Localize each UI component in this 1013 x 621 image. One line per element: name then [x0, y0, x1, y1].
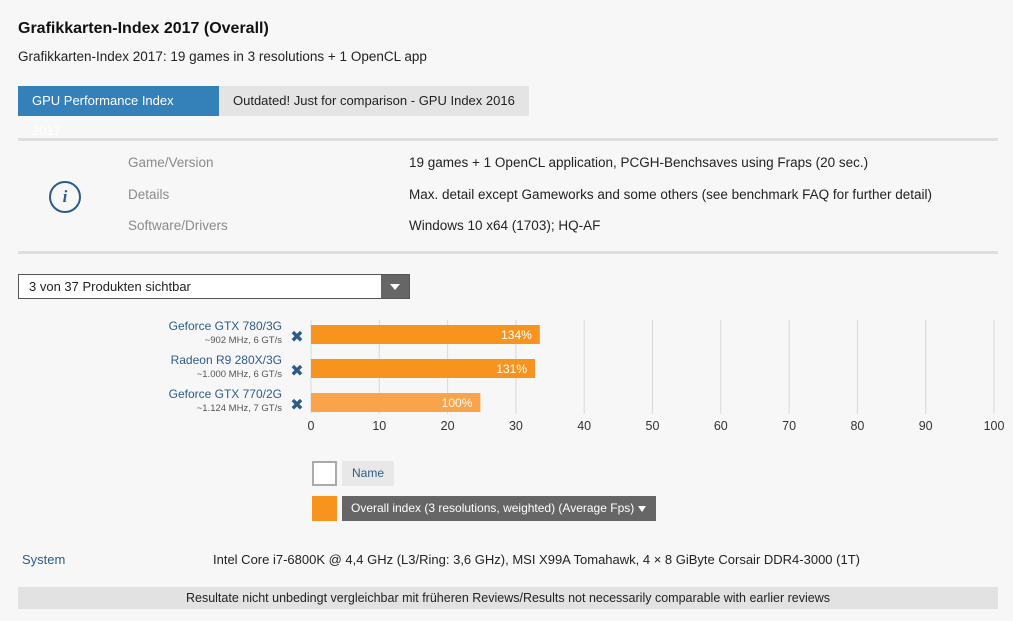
x-tick-label: 20 — [441, 419, 455, 433]
x-tick-label: 70 — [782, 419, 796, 433]
info-label-details: Details — [128, 187, 170, 202]
info-label-software-drivers: Software/Drivers — [128, 218, 228, 233]
page-subtitle: Grafikkarten-Index 2017: 19 games in 3 r… — [18, 49, 427, 64]
info-panel: i Game/Version 19 games + 1 OpenCL appli… — [18, 138, 998, 254]
legend-series-select[interactable]: Overall index (3 resolutions, weighted) … — [342, 496, 656, 521]
legend-series-label: Overall index (3 resolutions, weighted) … — [351, 501, 635, 515]
info-icon: i — [49, 181, 81, 213]
legend-name-checkbox[interactable] — [312, 461, 337, 486]
category-label: Radeon R9 280X/3G — [171, 353, 282, 367]
system-link[interactable]: System — [22, 552, 66, 567]
bar-data-label: 131% — [496, 362, 527, 376]
info-value-game-version: 19 games + 1 OpenCL application, PCGH-Be… — [409, 155, 869, 170]
footer-note: Resultate nicht unbedingt vergleichbar m… — [18, 587, 998, 609]
category-label: Geforce GTX 770/2G — [169, 387, 282, 401]
x-tick-label: 40 — [577, 419, 591, 433]
info-value-details: Max. detail except Gameworks and some ot… — [409, 187, 932, 202]
bar — [311, 325, 540, 344]
info-value-software-drivers: Windows 10 x64 (1703); HQ-AF — [409, 218, 601, 233]
remove-icon[interactable]: ✖ — [290, 361, 303, 380]
page-title: Grafikkarten-Index 2017 (Overall) — [18, 20, 269, 37]
bar-data-label: 134% — [501, 328, 532, 342]
tab-bar: GPU Performance Index 2017 Outdated! Jus… — [18, 86, 529, 138]
tab-gpu-index-2017[interactable]: GPU Performance Index 2017 — [18, 86, 219, 138]
x-tick-label: 90 — [919, 419, 933, 433]
category-sublabel: ~1.000 MHz, 6 GT/s — [197, 369, 283, 380]
remove-icon[interactable]: ✖ — [290, 327, 303, 346]
tab-gpu-index-2016[interactable]: Outdated! Just for comparison - GPU Inde… — [219, 86, 529, 116]
x-tick-label: 10 — [372, 419, 386, 433]
chevron-down-icon[interactable] — [381, 275, 409, 298]
legend-series-swatch[interactable] — [312, 496, 337, 521]
x-tick-label: 0 — [308, 419, 315, 433]
info-label-game-version: Game/Version — [128, 155, 214, 170]
legend-name-label[interactable]: Name — [342, 461, 395, 486]
bar-data-label: 100% — [442, 396, 473, 410]
product-filter-select[interactable]: 3 von 37 Produkten sichtbar — [18, 274, 410, 299]
benchmark-bar-chart: 0 10 20 30 40 50 60 70 80 90 100 Geforce GTX 780/3G… — [169, 319, 1005, 433]
system-value: Intel Core i7-6800K @ 4,4 GHz (L3/Ring: … — [213, 552, 860, 567]
x-tick-label: 60 — [714, 419, 728, 433]
x-tick-label: 30 — [509, 419, 523, 433]
category-sublabel: ~1.124 MHz, 7 GT/s — [197, 403, 283, 414]
x-tick-label: 100 — [984, 419, 1005, 433]
category-label: Geforce GTX 780/3G — [169, 319, 282, 333]
x-tick-label: 80 — [850, 419, 864, 433]
bar — [311, 393, 481, 412]
product-filter-value: 3 von 37 Produkten sichtbar — [29, 279, 191, 294]
remove-icon[interactable]: ✖ — [290, 395, 303, 414]
category-sublabel: ~902 MHz, 6 GT/s — [205, 335, 283, 346]
x-tick-label: 50 — [646, 419, 660, 433]
chevron-down-icon — [638, 506, 646, 512]
bar — [311, 359, 536, 378]
